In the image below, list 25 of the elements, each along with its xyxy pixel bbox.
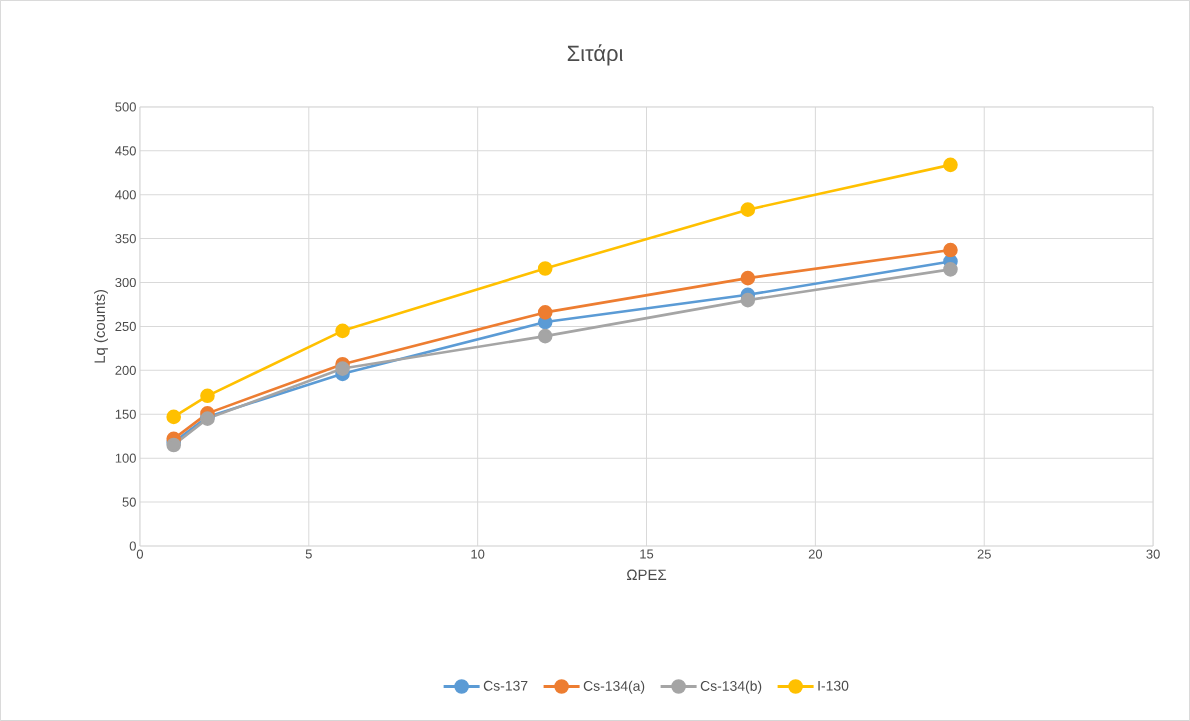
x-tick-label: 25: [977, 549, 991, 559]
y-tick-label: 250: [115, 321, 136, 332]
y-tick-label: 0: [129, 541, 136, 551]
legend-label: Cs-134(a): [583, 680, 645, 694]
x-tick-label: 20: [808, 549, 823, 559]
y-tick-label: 50: [122, 497, 136, 507]
x-tick-label: 0: [136, 549, 144, 559]
legend-label: Cs-134(b): [700, 680, 762, 694]
x-tick-label: 5: [305, 549, 312, 559]
y-axis-title: Lq (counts): [94, 290, 108, 363]
y-tick-label: 400: [115, 190, 136, 200]
x-tick-label: 30: [1146, 549, 1160, 559]
legend-label: I-130: [818, 680, 849, 691]
chart-title: Σιτάρι: [567, 44, 623, 66]
y-tick-label: 350: [115, 234, 136, 244]
y-tick-label: 450: [115, 146, 136, 156]
x-tick-label: 10: [471, 549, 485, 559]
legend-label: Cs-137: [483, 680, 528, 691]
y-tick-label: 100: [115, 453, 136, 463]
y-tick-label: 150: [115, 409, 136, 419]
x-tick-label: 15: [640, 549, 654, 559]
y-tick-label: 200: [115, 365, 136, 375]
y-tick-label: 500: [115, 102, 136, 112]
y-tick-label: 300: [115, 277, 136, 288]
x-axis-title: ΩΡΕΣ: [626, 569, 667, 580]
